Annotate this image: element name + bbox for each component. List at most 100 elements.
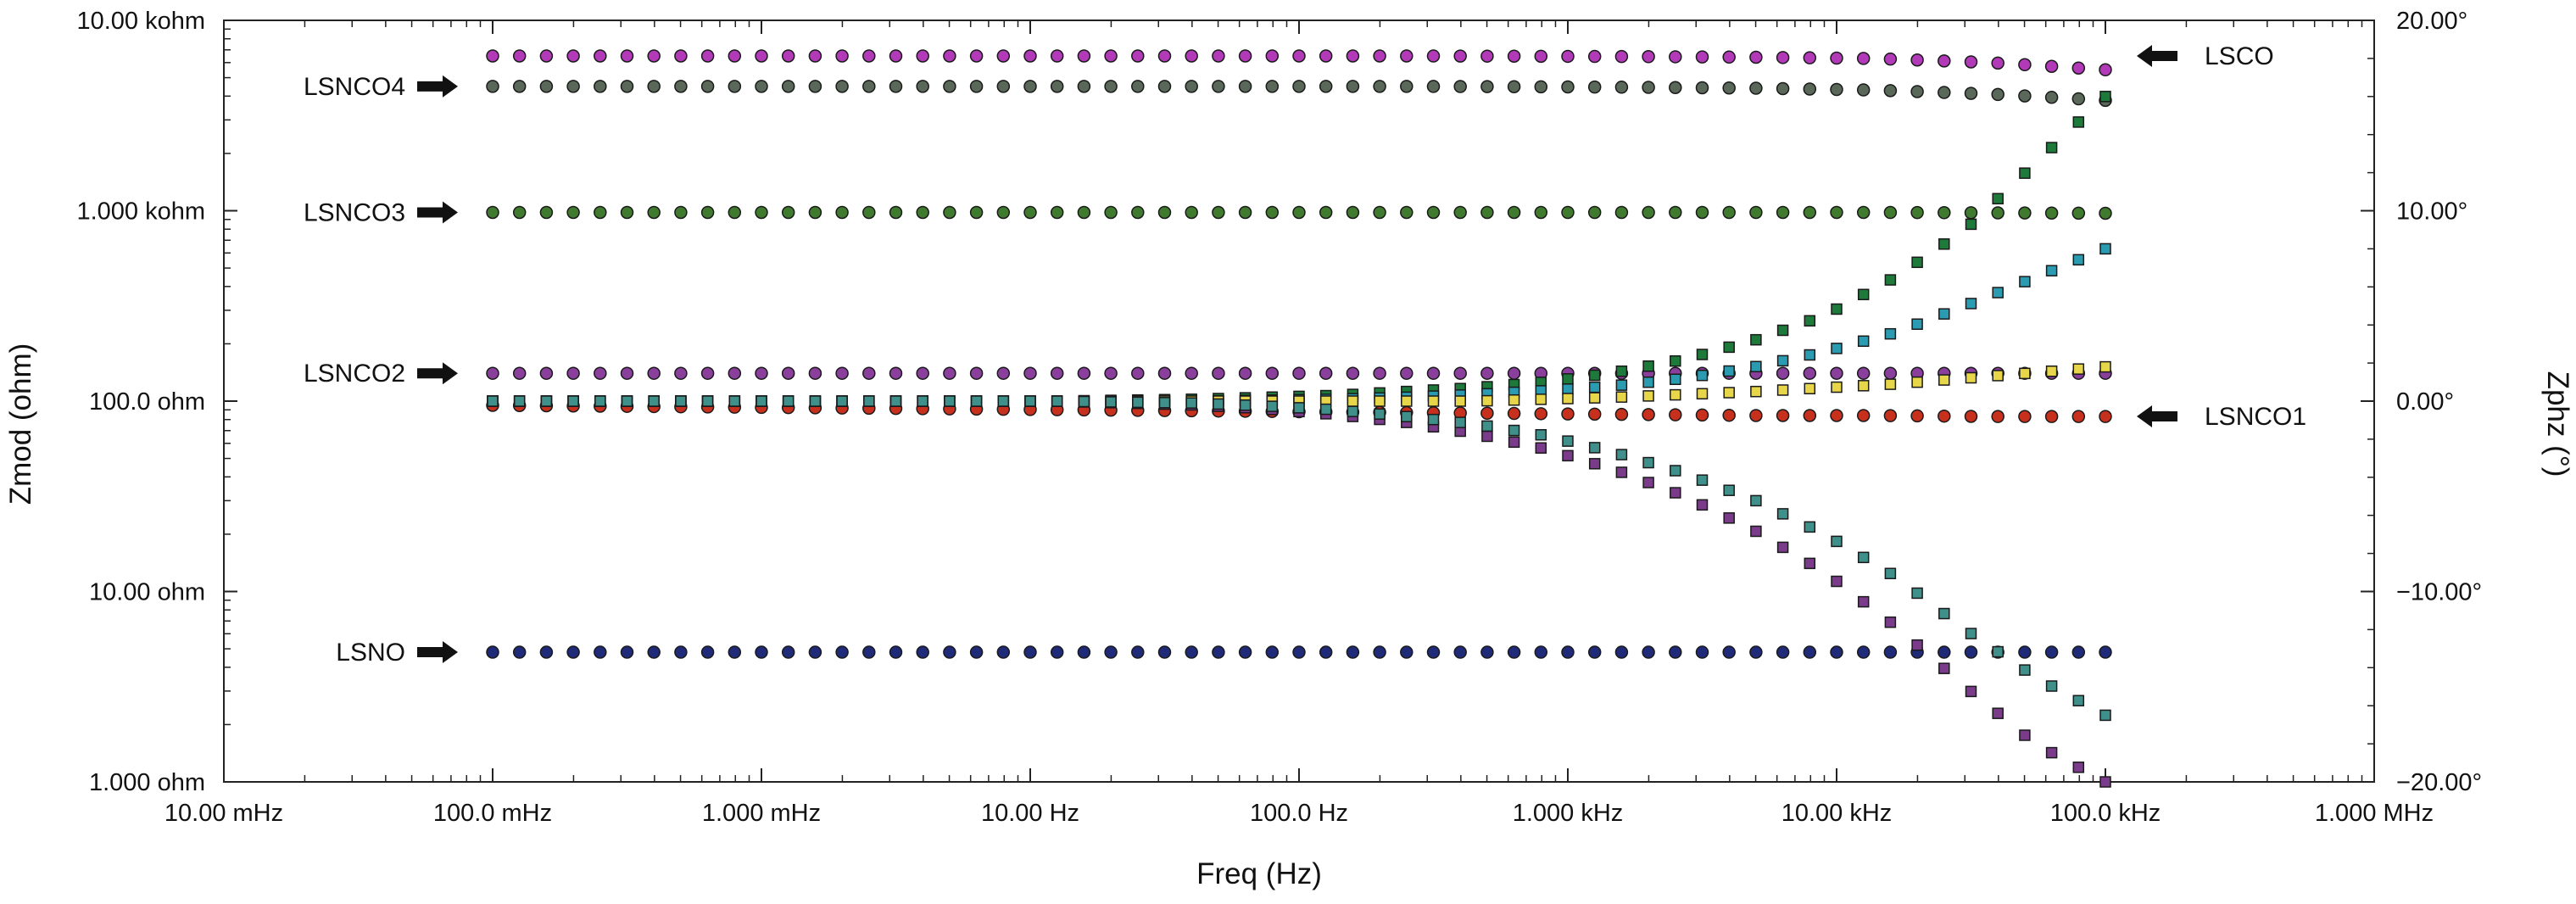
zphz-point	[1776, 354, 1789, 367]
zphz-point	[1615, 391, 1628, 403]
zphz-point	[1562, 373, 1574, 385]
zmod-point	[1023, 49, 1037, 63]
zphz-point	[1588, 392, 1601, 404]
zmod-point	[916, 49, 929, 63]
zmod-point	[594, 80, 607, 93]
zmod-point	[620, 205, 634, 220]
zmod-point	[1856, 366, 1871, 380]
zphz-point	[1992, 193, 2004, 205]
y-left-axis-title: Zmod (ohm)	[4, 343, 37, 505]
zphz-point	[1831, 343, 1843, 354]
zphz-point	[1992, 370, 2004, 382]
zmod-point	[1265, 645, 1280, 659]
zphz-point	[1642, 360, 1654, 372]
zmod-point	[1400, 49, 1413, 63]
zmod-point	[1776, 645, 1790, 659]
zmod-point	[512, 366, 527, 380]
zmod-point	[835, 49, 849, 63]
zphz-point	[1911, 639, 1923, 651]
zmod-point	[539, 80, 554, 93]
zmod-point	[1507, 406, 1521, 421]
zphz-point	[1857, 551, 1870, 564]
zphz-point	[1239, 399, 1252, 411]
zphz-point	[1481, 394, 1493, 407]
zmod-point	[674, 80, 688, 93]
zphz-point	[1213, 398, 1224, 410]
zphz-point	[1374, 408, 1386, 420]
zmod-point	[969, 366, 984, 380]
zphz-point	[1696, 388, 1709, 400]
zphz-point	[1857, 595, 1870, 608]
zmod-point	[2018, 645, 2032, 659]
zmod-point	[835, 205, 849, 220]
zphz-point	[1132, 396, 1144, 409]
zmod-point	[1856, 205, 1871, 220]
zmod-point	[700, 80, 715, 93]
zmod-point	[1669, 645, 1682, 659]
zmod-point	[1507, 80, 1521, 93]
zmod-point	[996, 205, 1011, 220]
zmod-point	[512, 80, 527, 93]
zphz-point	[513, 395, 526, 407]
zphz-point	[1831, 381, 1843, 393]
zphz-point	[756, 395, 767, 407]
zmod-point	[1346, 205, 1360, 220]
zphz-point	[1938, 607, 1950, 620]
zphz-point	[1642, 477, 1654, 488]
zmod-point	[1883, 205, 1898, 220]
zmod-point	[539, 205, 554, 220]
zmod-point	[1238, 80, 1252, 93]
y-left-tick-label: 10.00 ohm	[89, 579, 205, 606]
zmod-point	[647, 80, 661, 93]
zmod-point	[1426, 49, 1441, 63]
zphz-point	[1965, 298, 1977, 310]
zmod-point	[620, 645, 634, 659]
zmod-point	[700, 49, 715, 63]
y-right-tick-label: 20.00°	[2396, 8, 2467, 35]
zmod-point	[1938, 54, 1951, 68]
zmod-point	[1749, 409, 1763, 422]
zphz-point	[648, 395, 660, 407]
zmod-point	[1077, 366, 1091, 380]
zphz-point	[621, 395, 633, 407]
zphz-point	[1831, 303, 1843, 315]
zphz-point	[701, 395, 714, 407]
zmod-point	[1077, 49, 1091, 63]
zmod-point	[1830, 366, 1843, 380]
y-right-tick-label: 0.00°	[2396, 388, 2454, 416]
zmod-point	[1453, 80, 1467, 93]
zmod-point	[1426, 645, 1441, 659]
zmod-point	[512, 49, 527, 63]
zmod-point	[1104, 645, 1118, 659]
zphz-point	[2099, 360, 2111, 373]
zphz-point	[1723, 484, 1735, 496]
x-tick-label: 100.0 Hz	[1250, 800, 1348, 827]
zphz-point	[2045, 265, 2058, 276]
zmod-point	[862, 366, 876, 380]
zmod-point	[781, 645, 795, 659]
zmod-point	[1426, 205, 1441, 220]
zphz-point	[1911, 376, 1923, 388]
zmod-point	[996, 366, 1011, 380]
zphz-point	[1266, 400, 1279, 412]
zmod-point	[1077, 205, 1091, 220]
zmod-point	[1292, 205, 1306, 220]
zphz-point	[594, 395, 606, 407]
zphz-point	[1884, 327, 1897, 340]
zmod-point	[1319, 49, 1333, 63]
x-tick-label: 10.00 mHz	[164, 800, 283, 827]
zmod-point	[1614, 81, 1629, 94]
zphz-point	[836, 395, 848, 407]
zmod-point	[1910, 205, 1924, 220]
zphz-point	[1992, 287, 2004, 299]
zmod-point	[1776, 409, 1790, 422]
zmod-point	[1238, 49, 1252, 63]
zmod-point	[1104, 49, 1118, 63]
zmod-point	[1265, 80, 1280, 93]
zphz-point	[1670, 388, 1681, 401]
arrow-left-icon	[2137, 45, 2177, 68]
zmod-point	[1534, 407, 1548, 421]
zmod-point	[1104, 366, 1118, 380]
x-tick-label: 10.00 kHz	[1781, 800, 1893, 827]
